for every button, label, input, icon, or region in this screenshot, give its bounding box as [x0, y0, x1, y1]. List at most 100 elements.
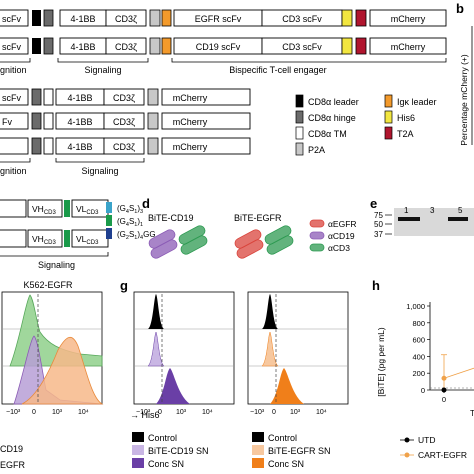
cd3-scfv-label: CD3 scFv	[282, 42, 322, 52]
legend-label: His6	[397, 113, 415, 123]
panel-f-title: K562-EGFR	[23, 280, 73, 290]
legend-swatch	[295, 94, 304, 108]
legend-swatch	[295, 126, 304, 140]
bite-domain	[236, 239, 264, 259]
h-ytick: 600	[412, 336, 425, 345]
bite-section-label: Bispecific T-cell engager	[229, 65, 326, 75]
recognition-label: gnition	[0, 166, 27, 176]
construct-row-2: 4-1BB CD3ζ CD19 scFv CD3 scFv mCherry sc…	[0, 37, 447, 55]
h-legend-cart: CART-EGFR	[418, 450, 467, 460]
cd3-scfv-label: CD3 scFv	[282, 14, 322, 24]
g-legend-swatch	[132, 432, 144, 442]
4-1bb-label: 4-1BB	[67, 142, 92, 152]
g-legend-label: BiTE-CD19 SN	[148, 446, 209, 456]
panel-g-letter: g	[120, 278, 128, 293]
g-xtick: 10⁴	[202, 409, 213, 416]
legend-label: CD8α TM	[308, 129, 347, 139]
g-histogram-frame	[133, 291, 235, 405]
mcherry-label: mCherry	[391, 14, 426, 24]
cd3z-label: CD3ζ	[113, 142, 135, 152]
g-xtick: 0	[272, 409, 276, 416]
g-conc-trace	[156, 368, 190, 404]
g-xtick: 10³	[290, 409, 301, 416]
d-legend-label: αCD19	[328, 231, 355, 241]
histogram-egfr-orange-trace	[21, 337, 104, 405]
g-xtick: −10³	[136, 409, 151, 416]
g-legend-swatch	[252, 445, 264, 455]
legend-label: CD8α leader	[308, 97, 359, 107]
h-ytick: 0	[421, 386, 425, 395]
mcherry-label: mCherry	[173, 142, 208, 152]
g-legend-swatch	[132, 445, 144, 455]
cd3z-label: CD3ζ	[115, 42, 137, 52]
h-legend-utd: UTD	[418, 435, 435, 445]
4-1bb-label: 4-1BB	[70, 14, 95, 24]
f-xtick-0: −10³	[6, 409, 21, 416]
h-cart-line	[443, 367, 474, 379]
d-legend-swatch	[309, 231, 325, 240]
legend-swatch	[384, 126, 393, 140]
g-xtick: 10³	[176, 409, 187, 416]
cd19-scfv-label: CD19 scFv	[196, 42, 241, 52]
g-legend-label: Control	[268, 433, 297, 443]
bite-domain	[266, 235, 294, 255]
h-cart-point	[441, 375, 447, 381]
h-utd-point	[441, 387, 447, 393]
h-xtick: 0	[442, 395, 446, 404]
h-legend-utd-marker	[404, 437, 410, 443]
linker-label: (G2S1)4GG	[117, 230, 156, 241]
his6-block	[341, 9, 353, 27]
bite-molecules	[148, 225, 294, 259]
g-xtick: 10⁴	[316, 409, 327, 416]
cd8-leader-block	[32, 10, 41, 26]
marker-50: 50	[374, 220, 383, 229]
mcherry-label: mCherry	[173, 117, 208, 127]
bite-cd19-label: BiTE-CD19	[148, 213, 194, 223]
4-1bb-label: 4-1BB	[67, 117, 92, 127]
mcherry-label: mCherry	[173, 93, 208, 103]
t2a-block	[355, 9, 367, 27]
panel-h-chart: 1,000 800 600 400 200 0 0 T UTD CART-EGFR	[400, 302, 474, 460]
marker-37: 37	[374, 230, 383, 239]
g-control-trace	[262, 294, 278, 329]
g-conc-trace	[270, 368, 304, 404]
signaling-label: Signaling	[38, 260, 75, 270]
linker-label: (G4S1)1	[117, 217, 143, 228]
lane-label-3: 3	[430, 206, 435, 215]
bite-egfr-label: BiTE-EGFR	[234, 213, 282, 223]
construct-row-1: 4-1BB CD3ζ EGFR scFv CD3 scFv mCherry sc…	[0, 9, 447, 27]
lane-label-5: 5	[458, 206, 463, 215]
panel-b-ylabel: Percentage mCherry (+)	[459, 54, 469, 146]
gel-band-lane1	[398, 217, 420, 221]
scfv-label: Fv	[2, 117, 12, 127]
panel-g-legends: Control BiTE-CD19 SN Conc SN Control BiTE-EG…	[132, 432, 331, 469]
linker-swatch	[106, 228, 112, 239]
vl-label: VLCD3	[76, 234, 99, 246]
panel-h-ylabel: [BiTE] (pg per mL)	[376, 327, 386, 397]
egfr-scfv-label: EGFR scFv	[195, 14, 242, 24]
h-ytick: 1,000	[406, 302, 425, 311]
h-ytick: 200	[412, 369, 425, 378]
panel-g-histograms: −10³ 0 10³ 10⁴ −10³ 0 10³ 10⁴	[133, 291, 349, 416]
panel-d-legend: αEGFR αCD19 αCD3	[309, 219, 357, 253]
panel-h-letter: h	[372, 278, 380, 293]
linker-swatch	[106, 202, 112, 213]
signaling-label: Signaling	[81, 166, 118, 176]
g-legend-swatch	[132, 458, 144, 468]
h-ytick: 400	[412, 352, 425, 361]
g-sn-trace	[147, 331, 165, 367]
histogram-f	[1, 291, 104, 405]
linker-swatch	[106, 215, 112, 226]
f-xtick-2: 10³	[52, 409, 63, 416]
cd8-hinge-block	[43, 9, 54, 27]
gel-image	[394, 208, 474, 236]
h-ytick: 800	[412, 319, 425, 328]
his6-axis-label: → His6	[130, 410, 160, 420]
g-control-trace	[148, 294, 164, 329]
construct-row-5: 4-1BB CD3ζ mCherry	[0, 137, 251, 155]
g-legend-label: Conc SN	[148, 459, 184, 469]
linker-legend: (G4S1)3 (G4S1)1 (G2S1)4GG	[106, 202, 156, 241]
bite-domain	[180, 235, 208, 255]
g-sn-trace	[261, 331, 279, 367]
f-legend-egfr: EGFR	[0, 460, 26, 470]
